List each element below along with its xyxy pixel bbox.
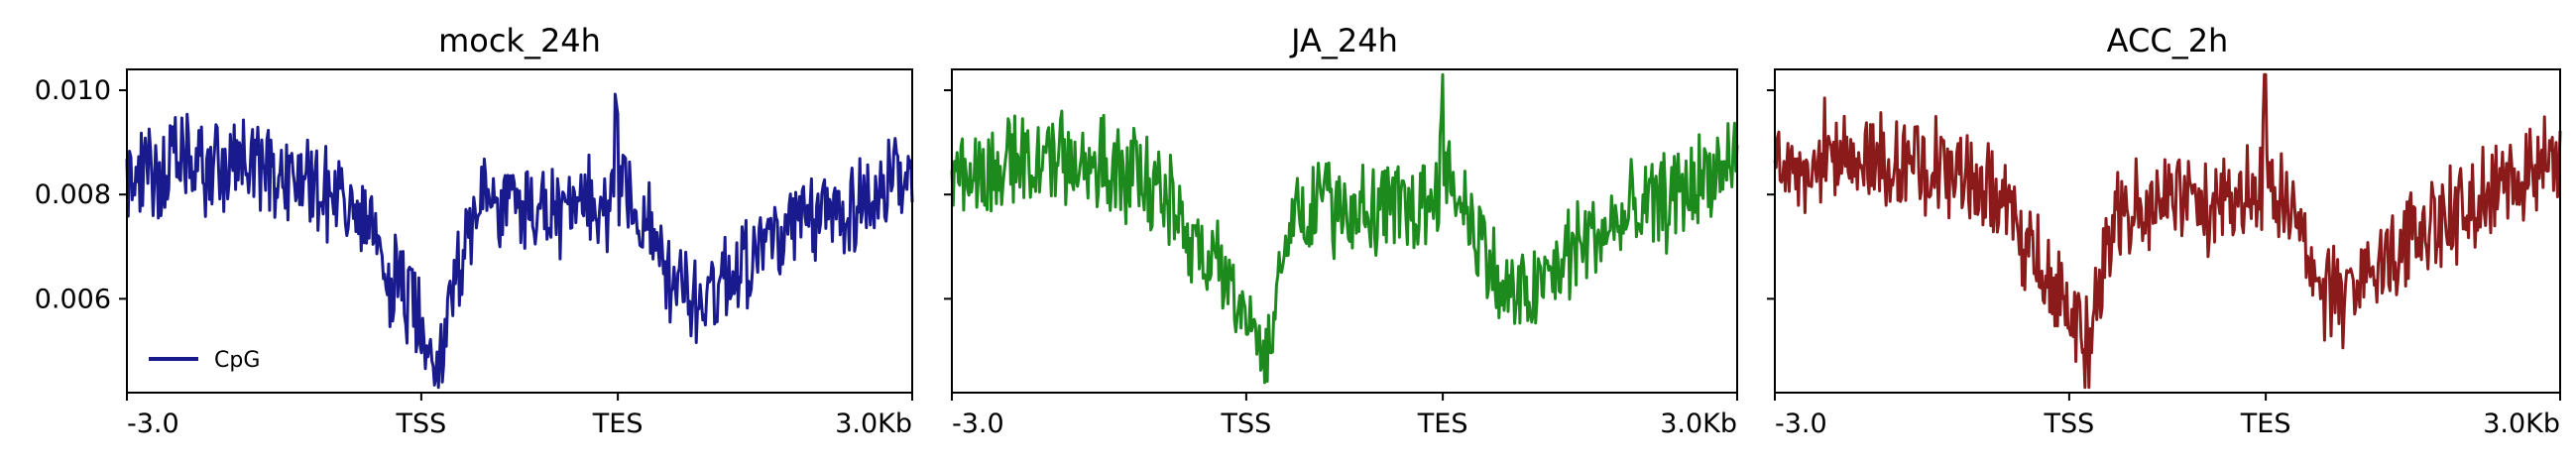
x-tick-label: TES xyxy=(2240,409,2291,439)
panel-2: JA_24h -3.0 TSS TES 3.0Kb xyxy=(944,22,1739,439)
x-tick-label: -3.0 xyxy=(1775,409,1827,439)
x-tick-label: 3.0Kb xyxy=(2483,409,2560,439)
x-tick-label: 3.0Kb xyxy=(1660,409,1737,439)
x-tick-label: TES xyxy=(592,409,644,439)
plot-frame xyxy=(951,68,1738,394)
panel-3: ACC_2h -3.0 TSS TES 3.0Kb xyxy=(1767,22,2562,439)
x-tick-label: -3.0 xyxy=(127,409,179,439)
x-tick-label: TSS xyxy=(1220,409,1271,439)
x-tick-label: -3.0 xyxy=(952,409,1004,439)
y-tick-label: 0.010 xyxy=(35,75,111,106)
panel-title: ACC_2h xyxy=(2107,22,2229,59)
series-line xyxy=(125,92,914,390)
panel-1: mock_24h 0.006 0.008 0.010 -3.0 TSS TES 3.0Kb Cp… xyxy=(35,22,914,439)
x-tick-label: 3.0Kb xyxy=(835,409,912,439)
panel-title: JA_24h xyxy=(1289,22,1398,59)
series-line xyxy=(950,72,1739,385)
plot-frame xyxy=(126,68,913,394)
panel-title: mock_24h xyxy=(438,22,601,59)
series-line xyxy=(1773,72,2562,390)
y-tick-label: 0.008 xyxy=(35,179,111,210)
legend-label: CpG xyxy=(214,348,260,373)
y-tick-label: 0.006 xyxy=(35,284,111,314)
x-tick-label: TSS xyxy=(395,409,446,439)
plot-frame xyxy=(1774,68,2561,394)
x-tick-label: TES xyxy=(1417,409,1468,439)
x-tick-label: TSS xyxy=(2043,409,2094,439)
